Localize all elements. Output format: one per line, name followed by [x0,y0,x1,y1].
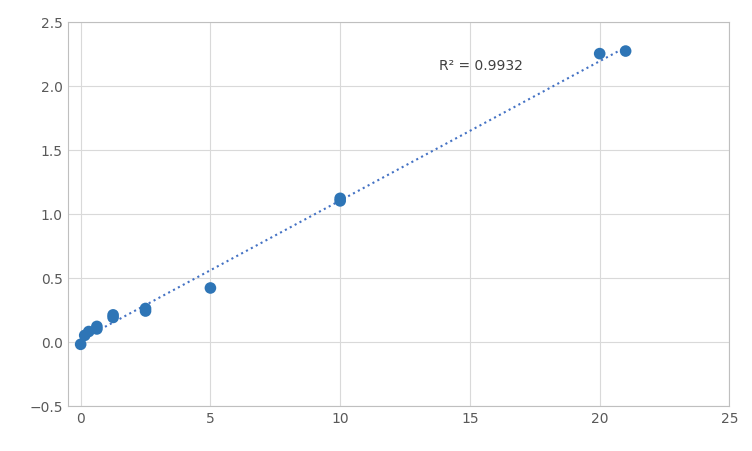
Point [334,195,346,202]
Point [593,51,605,58]
Text: R² = 0.9932: R² = 0.9932 [438,59,523,73]
Point [79,332,91,339]
Point [107,312,119,319]
Point [334,198,346,205]
Point [140,305,152,313]
Point [91,323,103,330]
Point [140,308,152,315]
Point [107,314,119,322]
Point [83,328,95,336]
Point [74,341,86,348]
Point [91,326,103,333]
Point [620,48,632,55]
Point [205,285,217,292]
